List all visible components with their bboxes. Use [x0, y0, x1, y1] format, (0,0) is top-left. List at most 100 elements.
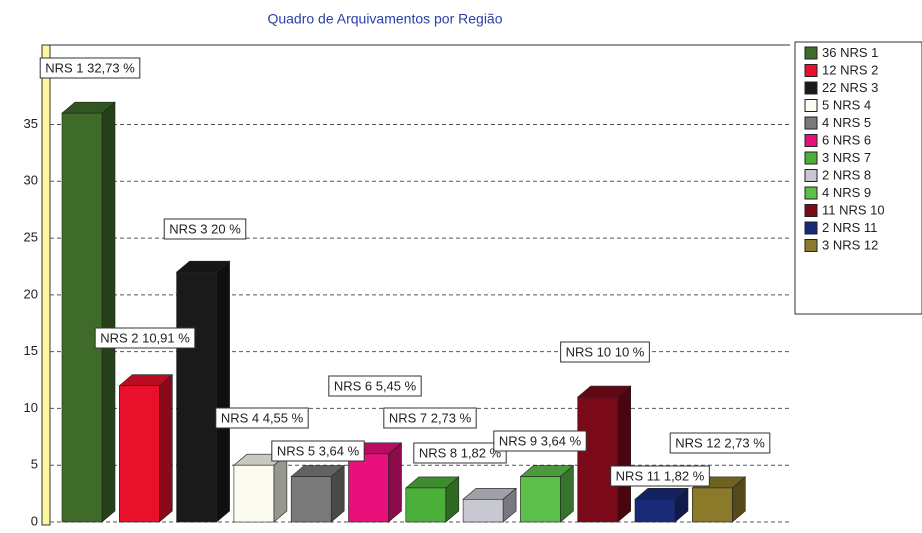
y-tick-label: 20: [24, 286, 38, 301]
legend-name: NRS 4: [833, 98, 871, 113]
legend-value: 4: [822, 185, 829, 200]
y-tick-label: 25: [24, 230, 38, 245]
legend-name: NRS 8: [833, 168, 871, 183]
y-tick-label: 30: [24, 173, 38, 188]
legend-swatch: [804, 134, 818, 147]
legend-value: 36: [822, 45, 836, 60]
data-label-box: [493, 430, 587, 452]
bar: [290, 476, 332, 523]
legend-name: NRS 3: [840, 80, 878, 95]
chart-title: Quadro de Arquivamentos por Região: [267, 11, 502, 27]
y-tick-label: 0: [31, 513, 38, 528]
data-label: NRS 9 3,64 %: [499, 433, 582, 448]
bar-side: [216, 260, 230, 523]
legend-name: NRS 11: [833, 220, 878, 235]
legend-name: NRS 10: [839, 203, 885, 218]
data-label-box: [413, 442, 507, 464]
legend-swatch: [804, 116, 818, 130]
data-label-box: [669, 432, 771, 454]
legend-entry: 4 NRS 5: [822, 115, 871, 130]
data-label: NRS 3 20 %: [169, 221, 241, 236]
legend-entry: 4 NRS 9: [822, 185, 871, 200]
data-label: NRS 10 10 %: [566, 344, 645, 359]
data-label: NRS 6 5,45 %: [334, 378, 417, 393]
legend-value: 11: [822, 203, 836, 218]
legend-name: NRS 7: [833, 150, 871, 165]
data-label: NRS 12 2,73 %: [675, 435, 765, 450]
bar-side: [159, 374, 173, 523]
axis-wall: [41, 44, 51, 526]
legend-entry: 22 NRS 3: [822, 80, 878, 95]
data-label: NRS 11 1,82 %: [616, 468, 705, 483]
legend-swatch: [804, 204, 818, 217]
legend-value: 3: [822, 238, 829, 253]
data-label-box: [610, 465, 710, 487]
data-label-box: [383, 407, 477, 429]
bar-side: [101, 101, 116, 523]
legend-entry: 2 NRS 11: [822, 220, 877, 235]
legend-value: 6: [822, 133, 829, 148]
data-label: NRS 2 10,91 %: [100, 330, 190, 345]
legend-value: 4: [822, 115, 829, 130]
legend-name: NRS 1: [840, 45, 878, 60]
legend-name: NRS 2: [840, 63, 878, 78]
legend-entry: 5 NRS 4: [822, 98, 871, 113]
legend-swatch: [804, 64, 818, 77]
data-label-box: [271, 440, 365, 462]
bar: [691, 487, 733, 523]
legend-swatch: [804, 186, 818, 200]
data-label-box: [328, 375, 422, 397]
legend-swatch: [804, 221, 818, 235]
data-label: NRS 1 32,73 %: [45, 60, 135, 75]
legend-value: 22: [822, 80, 836, 95]
legend-name: NRS 6: [833, 133, 871, 148]
legend-entry: 12 NRS 2: [822, 63, 878, 78]
data-label: NRS 4 4,55 %: [221, 410, 304, 425]
bar: [634, 498, 676, 523]
legend-entry: 11 NRS 10: [822, 203, 885, 218]
legend-name: NRS 9: [833, 185, 871, 200]
bar: [61, 112, 103, 523]
legend-swatch: [804, 239, 818, 252]
data-label: NRS 5 3,64 %: [277, 443, 360, 458]
y-tick-label: 5: [31, 457, 38, 472]
data-label-box: [163, 218, 247, 240]
bar: [348, 453, 389, 523]
y-tick-label: 10: [24, 400, 38, 415]
legend-entry: 36 NRS 1: [822, 45, 878, 60]
legend-value: 5: [822, 98, 829, 113]
y-tick-label: 35: [24, 116, 38, 131]
bar: [577, 396, 619, 523]
legend-entry: 3 NRS 7: [822, 150, 871, 165]
bar: [405, 487, 447, 523]
bar-side: [617, 385, 632, 523]
data-label: NRS 7 2,73 %: [389, 410, 472, 425]
legend-entry: 3 NRS 12: [822, 238, 878, 253]
legend-swatch: [804, 81, 818, 95]
legend-entry: 2 NRS 8: [822, 168, 871, 183]
data-label-box: [560, 341, 650, 363]
bar: [520, 476, 561, 523]
bar: [233, 464, 275, 523]
legend-swatch: [804, 99, 818, 112]
legend-value: 3: [822, 150, 829, 165]
bar: [119, 385, 160, 523]
legend-value: 12: [822, 63, 836, 78]
bar: [462, 498, 504, 523]
legend-entry: 6 NRS 6: [822, 133, 871, 148]
legend-swatch: [804, 169, 818, 182]
legend-swatch: [804, 151, 818, 165]
bar: [176, 271, 217, 523]
legend-value: 2: [822, 220, 829, 235]
legend-value: 2: [822, 168, 829, 183]
data-label-box: [215, 407, 309, 429]
bar-side: [388, 442, 402, 523]
legend-name: NRS 5: [833, 115, 871, 130]
legend-swatch: [804, 46, 818, 60]
data-label-box: [94, 327, 196, 349]
data-label: NRS 8 1,82 %: [419, 445, 502, 460]
y-tick-label: 15: [24, 343, 38, 358]
data-label-box: [39, 57, 141, 79]
legend-name: NRS 12: [833, 238, 879, 253]
